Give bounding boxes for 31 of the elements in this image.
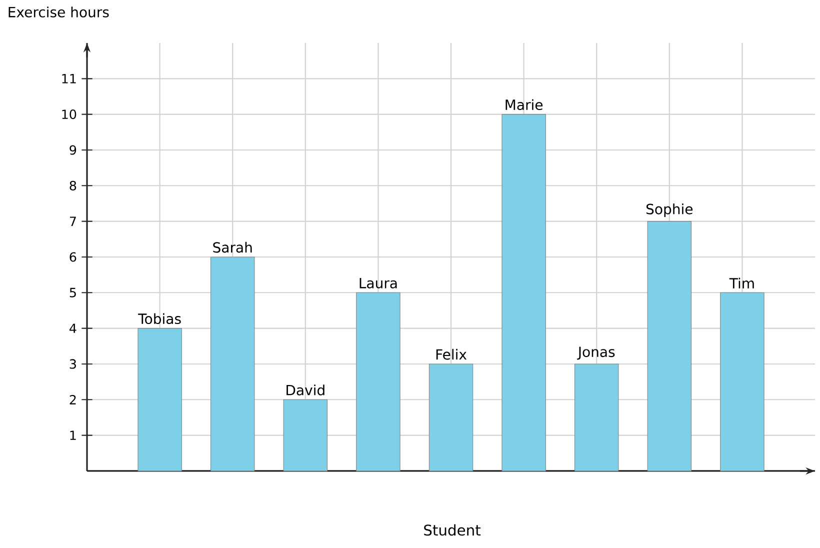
bar — [210, 256, 255, 472]
y-tick-label: 7 — [70, 216, 76, 226]
bar — [647, 221, 692, 472]
x-tick-label: Sarah — [213, 242, 252, 253]
y-tick-label: 9 — [70, 145, 76, 155]
y-tick-label: 1 — [70, 430, 76, 440]
bar — [720, 292, 764, 472]
x-tick-label: Sophie — [646, 204, 693, 218]
y-axis-title: Exercise hours — [8, 6, 109, 18]
y-tick-label: 4 — [70, 324, 76, 333]
bar — [428, 364, 474, 472]
y-tick-label: 3 — [70, 359, 76, 369]
x-tick-label: Tim — [729, 278, 754, 288]
bar — [502, 114, 546, 472]
bar — [356, 292, 400, 472]
bar — [283, 399, 328, 472]
bar — [574, 364, 619, 472]
x-tick-label: David — [286, 384, 324, 396]
y-tick-label: 11 — [62, 74, 76, 84]
y-tick-label: 2 — [70, 394, 76, 404]
y-tick-label: 6 — [70, 252, 76, 262]
bar — [138, 328, 182, 472]
y-tick-label: 5 — [70, 288, 76, 298]
y-tick-label: 8 — [70, 180, 76, 190]
y-tick-label: 10 — [62, 110, 76, 120]
x-tick-label: Marie — [506, 99, 543, 110]
x-axis-title: Student — [424, 524, 481, 536]
x-tick-label: Felix — [436, 348, 467, 360]
x-tick-label: Jonas — [577, 346, 615, 360]
x-tick-label: Laura — [360, 278, 397, 288]
x-tick-label: Tobias — [138, 313, 181, 324]
